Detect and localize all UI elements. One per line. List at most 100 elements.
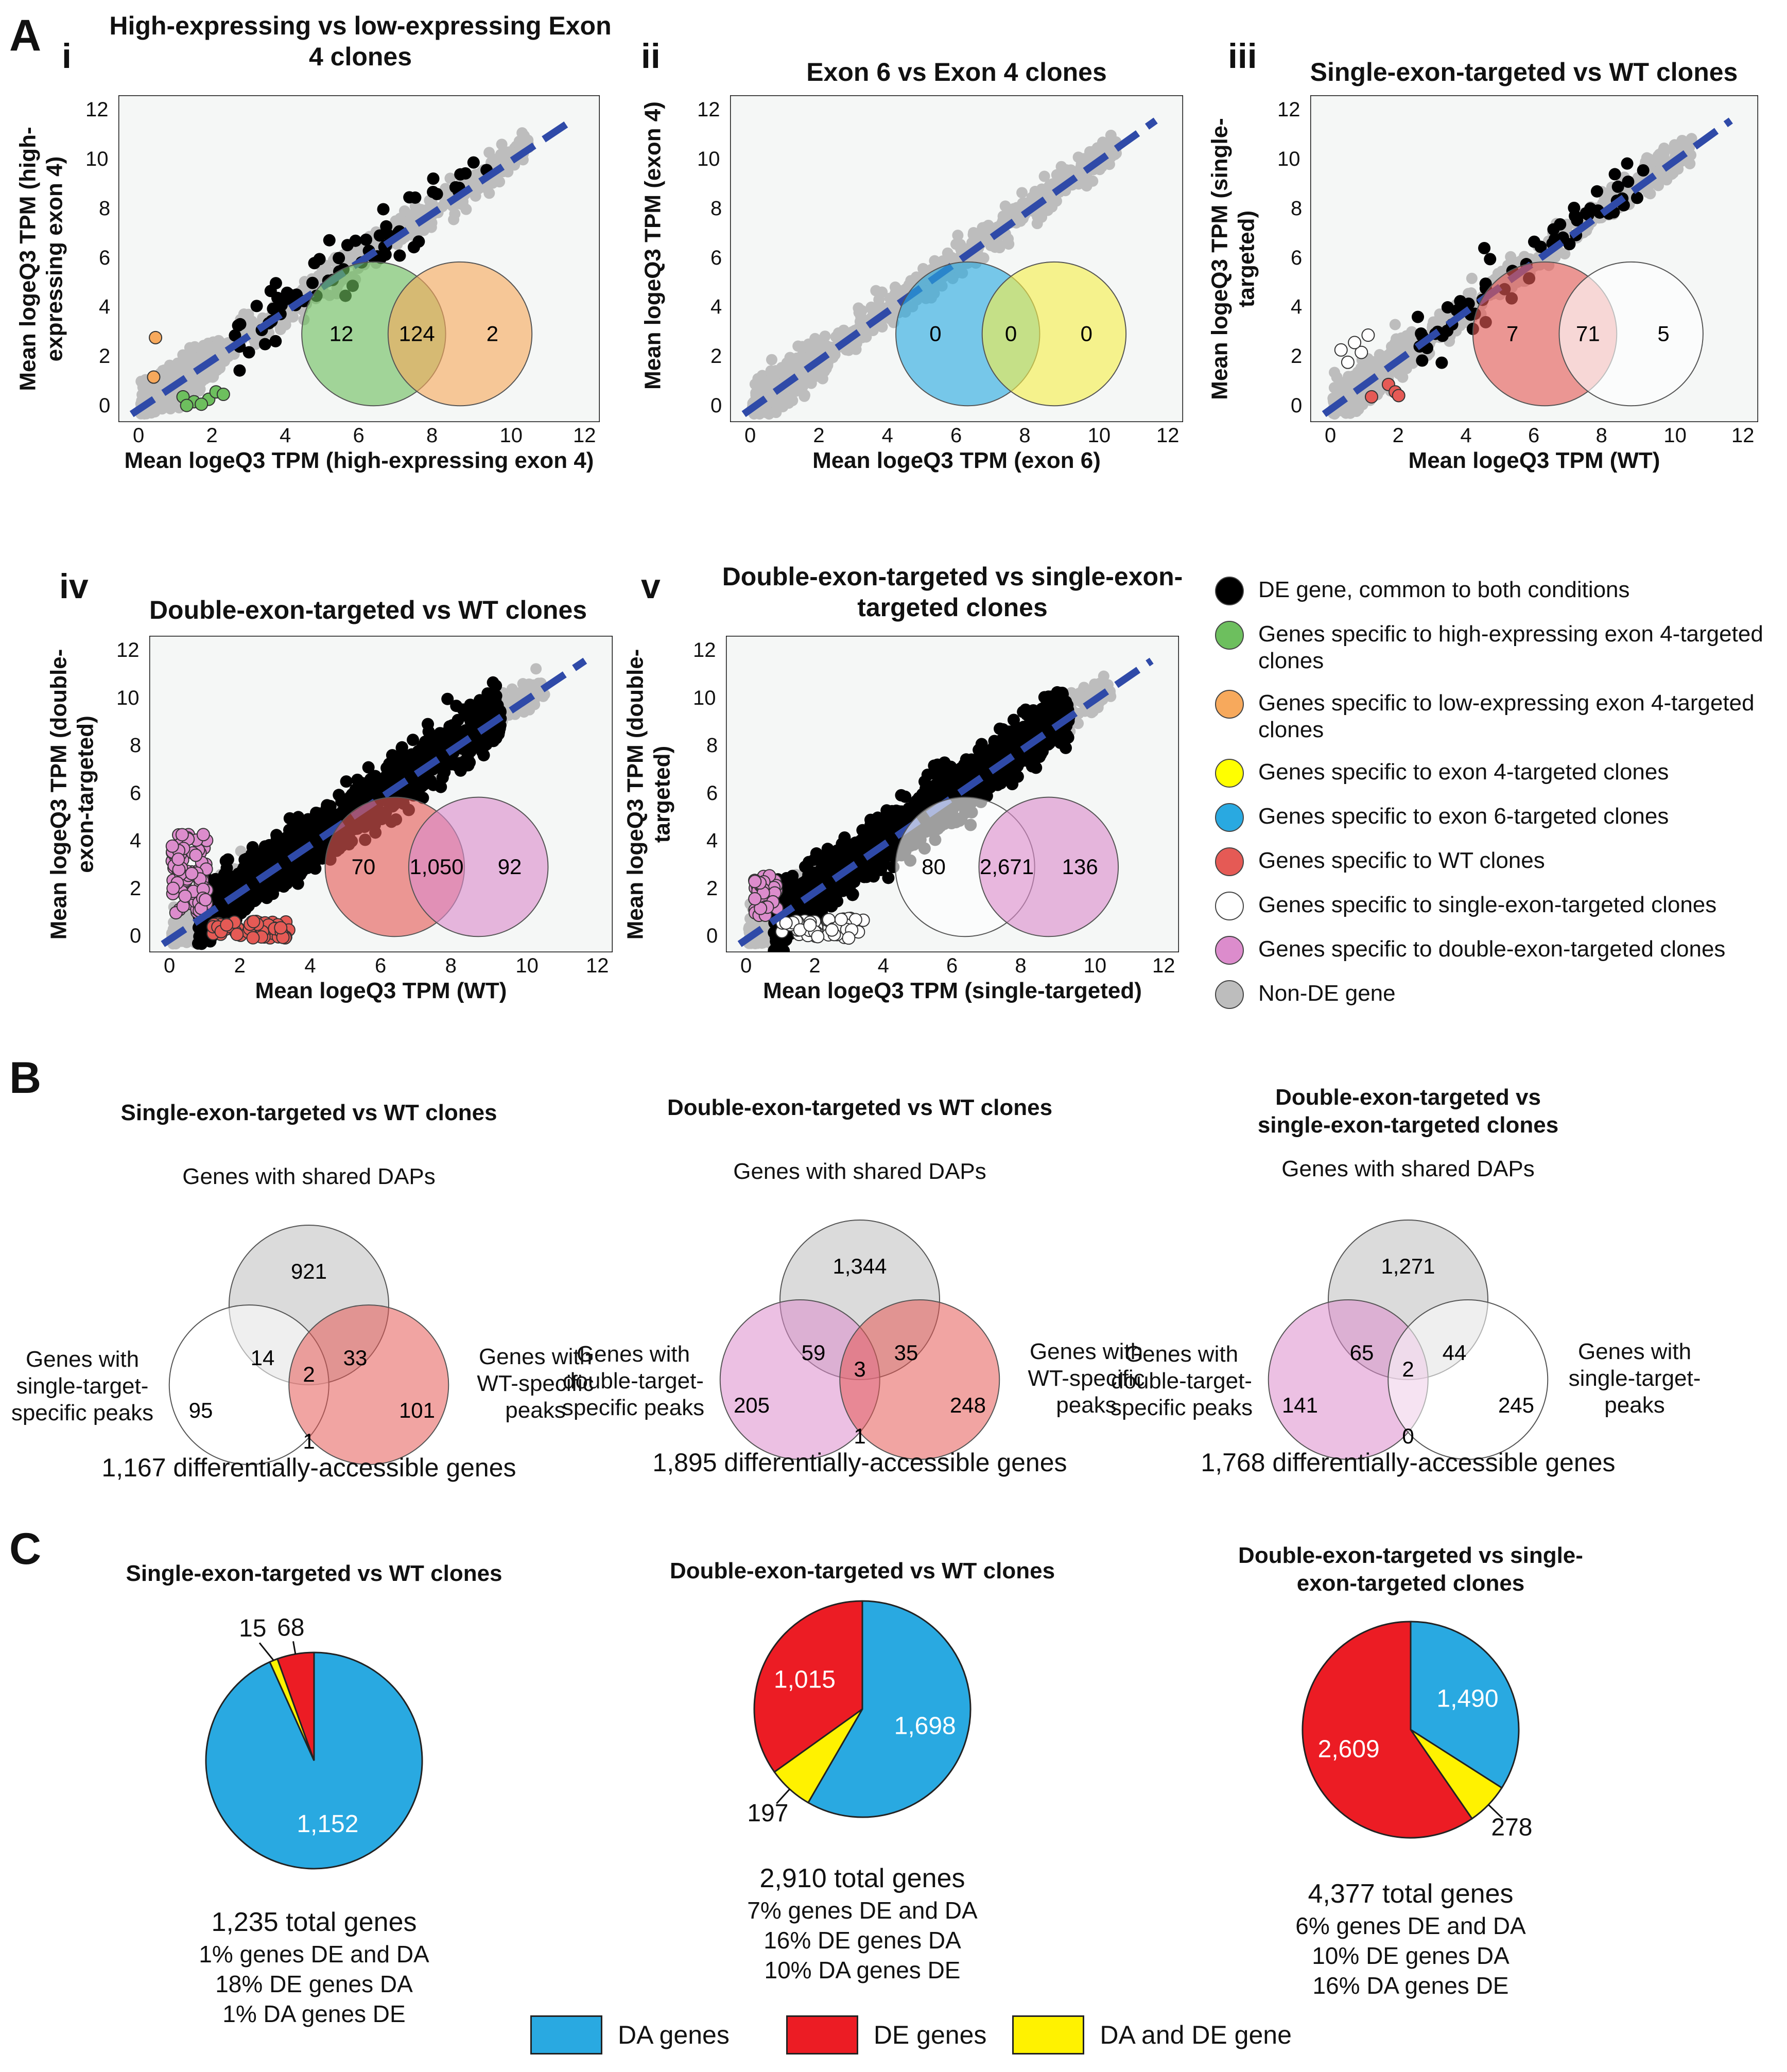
non-de-point — [869, 306, 880, 318]
specific-gene-point — [246, 931, 260, 945]
y-tick: 12 — [85, 98, 109, 121]
non-de-point — [509, 693, 521, 705]
scatter-title-v: Double-exon-targeted vs single-exon-targ… — [722, 562, 1183, 622]
non-de-point — [1642, 186, 1654, 198]
x-tick: 4 — [280, 424, 291, 447]
specific-gene-point — [149, 330, 163, 344]
de-common-point — [192, 937, 204, 950]
specific-gene-point — [171, 852, 185, 866]
de-common-point — [269, 335, 282, 347]
x-tick: 6 — [1528, 424, 1540, 447]
de-common-point — [281, 286, 293, 299]
non-de-point — [477, 179, 489, 191]
x-tick: 10 — [1087, 424, 1111, 447]
y-tick: 10 — [1277, 147, 1300, 170]
scatter-plot-i: 12 124 2 — [118, 95, 600, 422]
non-de-point — [448, 214, 460, 225]
x-tick: 0 — [164, 954, 176, 977]
specific-gene-point — [230, 928, 244, 942]
x-tick: 8 — [1019, 424, 1031, 447]
de-common-point — [1584, 202, 1597, 215]
y-tick: 0 — [1291, 394, 1303, 417]
y-tick: 10 — [693, 686, 716, 709]
de-common-point — [1441, 301, 1454, 314]
x-tick: 8 — [1015, 954, 1027, 977]
non-de-point — [1081, 180, 1092, 192]
non-de-point — [1669, 139, 1680, 151]
non-de-point — [982, 219, 994, 231]
venn-mid-count: 0 — [1005, 322, 1017, 346]
de-common-point — [1462, 297, 1475, 310]
de-common-point — [333, 252, 345, 265]
x-tick: 12 — [1731, 424, 1755, 447]
non-de-point — [204, 341, 216, 353]
non-de-point — [766, 354, 777, 365]
non-de-point — [280, 319, 291, 330]
non-de-point — [1003, 238, 1015, 250]
panel-letter-b: B — [9, 1053, 42, 1103]
de-common-point — [241, 860, 254, 873]
non-de-point — [1016, 187, 1028, 199]
specific-gene-point — [180, 398, 194, 412]
de-common-point — [316, 821, 328, 834]
non-de-point — [194, 383, 206, 395]
scatter-title-iii: Single-exon-targeted vs WT clones — [1310, 58, 1738, 86]
de-common-point — [348, 794, 360, 807]
y-tick: 4 — [706, 829, 718, 852]
de-common-point — [1441, 324, 1454, 337]
venn-right-circle — [408, 796, 549, 937]
non-de-point — [793, 365, 805, 377]
y-tick: 2 — [1291, 345, 1303, 368]
de-common-point — [277, 837, 290, 849]
y-tick: 2 — [710, 345, 722, 368]
scatter-xlabel-i: Mean logeQ3 TPM (high-expressing exon 4) — [124, 448, 594, 473]
de-common-point — [435, 780, 447, 793]
x-tick: 4 — [304, 954, 316, 977]
scatter-ylabel-iii: Mean logeQ3 TPM (single-targeted) — [1207, 117, 1259, 400]
non-de-point — [857, 316, 869, 328]
de-common-point — [289, 822, 302, 834]
non-de-point — [813, 335, 825, 346]
scatter-xlabel-iv: Mean logeQ3 TPM (WT) — [255, 978, 507, 1003]
non-de-point — [207, 371, 219, 383]
de-common-point — [275, 877, 288, 890]
de-common-point — [299, 852, 311, 865]
non-de-point — [1393, 368, 1404, 379]
de-common-point — [1590, 185, 1603, 198]
identity-line — [129, 117, 574, 417]
non-de-point — [968, 227, 980, 239]
non-de-point — [409, 208, 421, 220]
venn-mid-count: 124 — [399, 322, 435, 346]
panel-roman-iii: iii — [1228, 37, 1257, 76]
de-common-point — [1608, 168, 1621, 181]
y-tick: 4 — [710, 295, 722, 319]
de-common-point — [380, 220, 393, 233]
venn-left-count: 7 — [1506, 322, 1518, 346]
specific-gene-point — [147, 370, 161, 384]
non-de-point — [1599, 195, 1611, 206]
x-tick: 8 — [426, 424, 438, 447]
de-common-point — [1568, 201, 1581, 214]
x-tick: 10 — [515, 954, 539, 977]
non-de-point — [900, 283, 912, 295]
de-common-point — [441, 692, 454, 705]
non-de-point — [246, 316, 258, 327]
de-common-point — [284, 859, 297, 872]
de-common-point — [221, 878, 234, 891]
x-tick: 2 — [809, 954, 821, 977]
de-common-point — [467, 156, 480, 169]
non-de-point — [1653, 180, 1664, 191]
de-common-point — [1571, 214, 1584, 227]
de-common-point — [323, 234, 336, 247]
de-common-point — [407, 734, 420, 746]
de-common-point — [219, 855, 232, 867]
y-tick: 8 — [130, 734, 142, 757]
non-de-point — [1466, 272, 1478, 284]
non-de-point — [1334, 381, 1346, 393]
non-de-point — [952, 230, 964, 241]
specific-gene-point — [175, 828, 189, 842]
non-de-point — [483, 187, 495, 199]
non-de-point — [1077, 170, 1089, 182]
specific-gene-point — [1348, 336, 1362, 350]
de-common-point — [414, 744, 427, 757]
